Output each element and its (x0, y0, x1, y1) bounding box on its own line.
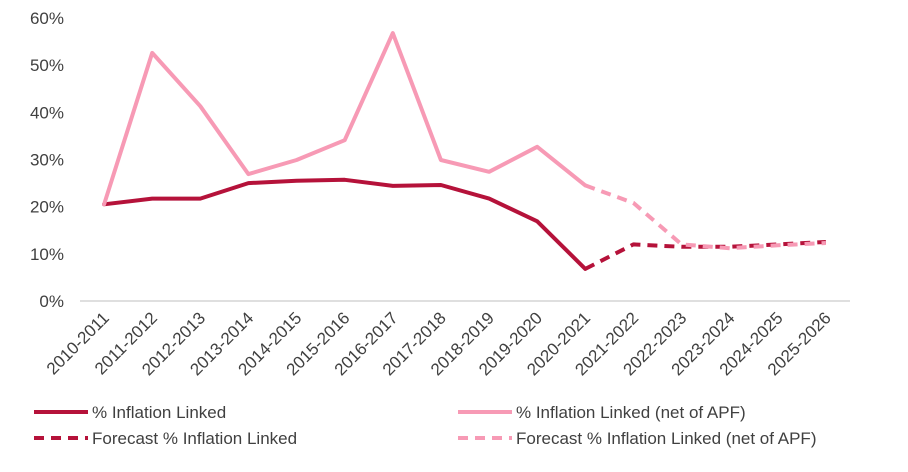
legend: % Inflation Linked % Inflation Linked (ne… (34, 403, 816, 448)
y-tick-label: 10% (30, 245, 64, 264)
y-tick-label: 0% (39, 292, 64, 311)
series-line-1 (102, 177, 588, 271)
y-tick-label: 20% (30, 198, 64, 217)
legend-label: Forecast % Inflation Linked (92, 429, 297, 448)
series-line-4 (584, 183, 826, 251)
y-tick-label: 60% (30, 9, 64, 28)
y-tick-label: 40% (30, 103, 64, 122)
y-tick-label: 30% (30, 151, 64, 170)
y-tick-label: 50% (30, 56, 64, 75)
legend-label: Forecast % Inflation Linked (net of APF) (516, 429, 816, 448)
legend-label: % Inflation Linked (net of APF) (516, 403, 746, 422)
plot-area (102, 31, 826, 271)
legend-label: % Inflation Linked (92, 403, 226, 422)
x-axis: 2010-20112011-20122012-20132013-20142014… (43, 300, 850, 379)
y-axis: 0% 10% 20% 30% 40% 50% 60% (30, 9, 64, 311)
series-line-2 (102, 31, 588, 207)
